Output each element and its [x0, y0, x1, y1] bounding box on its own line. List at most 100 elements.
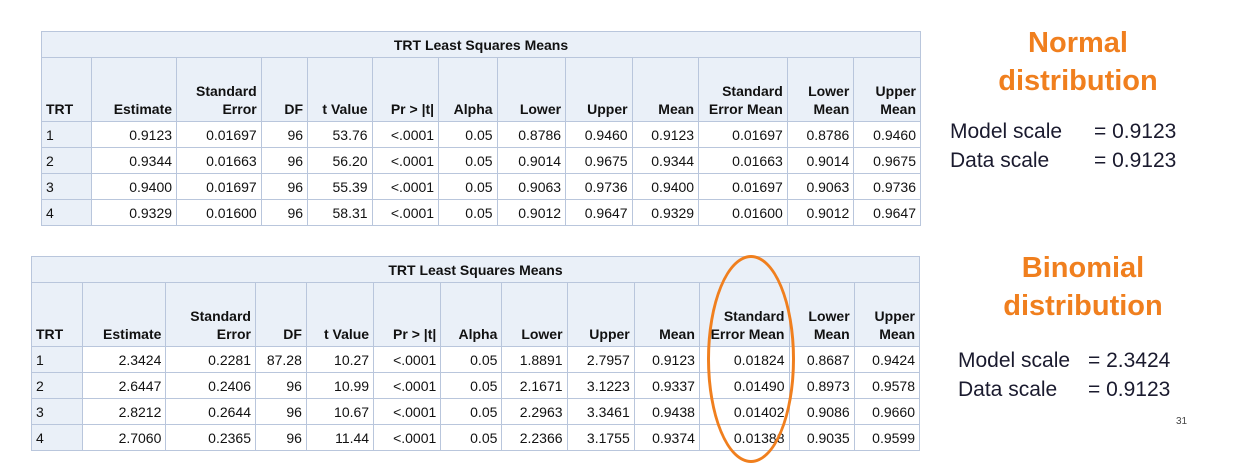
column-header: Upper: [566, 282, 635, 347]
heading-line: distribution: [998, 65, 1158, 97]
table-cell: 0.2281: [165, 346, 256, 373]
table-cell: 0.9400: [91, 173, 178, 200]
heading-line: Normal: [1028, 27, 1128, 59]
binomial-scale-summary: Model scale = 2.3424 Data scale = 0.9123: [958, 346, 1170, 404]
column-header: Lower Mean: [786, 57, 855, 122]
model-scale-label: Model scale: [950, 120, 1063, 143]
table-title: TRT Least Squares Means: [31, 256, 920, 283]
table-cell: 0.05: [440, 346, 503, 373]
table-cell: 2.3424: [81, 346, 167, 373]
table-cell: 0.01402: [698, 398, 790, 425]
table-cell: 58.31: [307, 199, 373, 226]
row-header: 3: [40, 173, 93, 200]
table-cell: 0.9123: [631, 121, 700, 148]
table-cell: 10.27: [305, 346, 375, 373]
table-row: 1 2.3424 0.2281 87.28 10.27 <.0001 0.05 …: [31, 346, 921, 373]
column-header: TRT: [40, 57, 93, 122]
table-cell: 11.44: [305, 424, 375, 451]
table-cell: 0.9344: [91, 147, 178, 174]
column-header: Lower: [496, 57, 567, 122]
row-header: 4: [40, 199, 93, 226]
table-cell: 96: [260, 199, 309, 226]
normal-distribution-heading: Normal distribution: [958, 24, 1198, 100]
table-cell: 0.9014: [786, 147, 855, 174]
table-cell: 96: [254, 398, 307, 425]
column-header: DF: [254, 282, 307, 347]
table-cell: 0.9012: [786, 199, 855, 226]
table-cell: 96: [260, 173, 309, 200]
row-header: 3: [31, 398, 83, 425]
table-cell: 0.2365: [165, 424, 256, 451]
table-cell: 0.2644: [165, 398, 256, 425]
table-cell: 0.05: [438, 121, 498, 148]
table-cell: 0.9329: [631, 199, 700, 226]
table-cell: 2.2366: [501, 424, 568, 451]
table-cell: 0.2406: [165, 372, 256, 399]
column-header: Standard Error Mean: [698, 57, 788, 122]
row-header: 1: [40, 121, 93, 148]
slide-page-number: 31: [1176, 416, 1188, 427]
table-cell: 0.9647: [853, 199, 921, 226]
table-cell: <.0001: [373, 424, 442, 451]
table-cell: 0.9063: [786, 173, 855, 200]
table-cell: 10.99: [305, 372, 375, 399]
table-cell: 0.9675: [565, 147, 633, 174]
table-cell: <.0001: [373, 346, 442, 373]
data-scale-value: = 0.9123: [1094, 149, 1177, 172]
table-cell: 0.05: [438, 147, 498, 174]
table-cell: 0.01697: [176, 173, 262, 200]
table-cell: 0.9344: [631, 147, 700, 174]
table-cell: 0.05: [440, 424, 503, 451]
column-header: Lower: [501, 282, 568, 347]
table-cell: 3.3461: [566, 398, 635, 425]
table-row: 2 2.6447 0.2406 96 10.99 <.0001 0.05 2.1…: [31, 372, 921, 399]
row-header: 1: [31, 346, 83, 373]
table-cell: 0.9123: [91, 121, 178, 148]
model-scale-row: Model scale = 2.3424: [958, 346, 1170, 375]
column-header: Alpha: [438, 57, 498, 122]
table-cell: 0.01490: [698, 372, 790, 399]
table-cell: 0.9329: [91, 199, 178, 226]
column-header: Lower Mean: [788, 282, 855, 347]
table-title: TRT Least Squares Means: [41, 31, 921, 58]
column-header: Standard Error: [176, 57, 262, 122]
normal-lsmeans-table: TRT Least Squares Means TRT Estimate Sta…: [40, 31, 921, 226]
data-scale-value: = 0.9123: [1088, 378, 1171, 401]
table-cell: 87.28: [254, 346, 307, 373]
table-cell: 0.8973: [788, 372, 855, 399]
table-cell: 3.1223: [566, 372, 635, 399]
table-cell: <.0001: [371, 173, 440, 200]
table-cell: 0.9460: [853, 121, 921, 148]
column-header: Estimate: [81, 282, 167, 347]
table-cell: 0.8786: [786, 121, 855, 148]
table-cell: 0.01388: [698, 424, 790, 451]
table-cell: 0.8687: [788, 346, 855, 373]
model-scale-row: Model scale = 0.9123: [950, 117, 1176, 146]
column-header: Mean: [633, 282, 700, 347]
table-cell: 2.8212: [81, 398, 167, 425]
row-header: 2: [40, 147, 93, 174]
table-cell: <.0001: [371, 147, 440, 174]
table-cell: 0.9647: [565, 199, 633, 226]
table-cell: 0.9063: [496, 173, 567, 200]
model-scale-value: = 2.3424: [1088, 349, 1171, 372]
column-header: Upper Mean: [853, 57, 921, 122]
column-header: TRT: [31, 282, 83, 347]
table-cell: 0.01697: [698, 173, 788, 200]
table-cell: <.0001: [373, 398, 442, 425]
table-cell: 2.6447: [81, 372, 167, 399]
data-scale-row: Data scale = 0.9123: [950, 146, 1176, 175]
table-cell: 56.20: [307, 147, 373, 174]
column-header: Standard Error: [165, 282, 256, 347]
table-cell: 0.01824: [698, 346, 790, 373]
table-cell: 0.9424: [853, 346, 921, 373]
table-cell: 0.01663: [698, 147, 788, 174]
heading-line: Binomial: [1021, 252, 1145, 284]
column-header: Alpha: [440, 282, 503, 347]
table-row: 4 0.9329 0.01600 96 58.31 <.0001 0.05 0.…: [40, 199, 921, 226]
table-cell: 0.8786: [496, 121, 567, 148]
table-cell: 0.01600: [176, 199, 262, 226]
table-cell: 0.9660: [853, 398, 921, 425]
table-cell: 2.7060: [81, 424, 167, 451]
table-row: 3 2.8212 0.2644 96 10.67 <.0001 0.05 2.2…: [31, 398, 921, 425]
